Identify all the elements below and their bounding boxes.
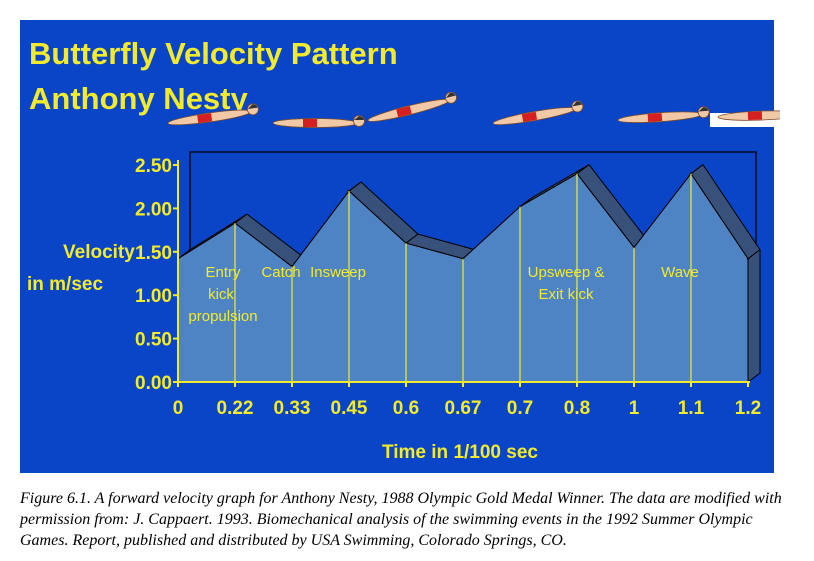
phase-label: Entry bbox=[205, 264, 241, 281]
x-tick-label: 0.6 bbox=[393, 398, 419, 419]
x-tick-label: 0.67 bbox=[445, 398, 482, 419]
swimmer-figure bbox=[492, 100, 584, 125]
phase-drop-lines bbox=[234, 173, 692, 382]
y-tick-label: 0.00 bbox=[135, 373, 172, 394]
x-axis-ticks: 0 0.22 0.33 0.45 0.6 0.67 0.7 0.8 1 1.1 1.2 bbox=[173, 382, 761, 419]
phase-label: propulsion bbox=[188, 308, 257, 325]
x-tick-label: 0.33 bbox=[274, 398, 311, 419]
phase-label: Wave bbox=[661, 264, 699, 281]
x-axis-label: Time in 1/100 sec bbox=[382, 442, 538, 463]
swimmer-sequence-illustration bbox=[167, 91, 780, 128]
phase-label: Catch bbox=[261, 264, 300, 281]
y-tick-label: 0.50 bbox=[135, 330, 172, 351]
x-tick-label: 1.2 bbox=[735, 398, 761, 419]
data-point bbox=[746, 257, 750, 260]
phase-label: Exit kick bbox=[538, 286, 594, 303]
figure-caption: Figure 6.1. A forward velocity graph for… bbox=[20, 490, 782, 549]
phase-label: Upsweep & bbox=[528, 264, 605, 281]
swimmer-figure bbox=[272, 115, 365, 128]
swimmer-figure bbox=[367, 91, 457, 122]
x-tick-label: 0.22 bbox=[217, 398, 254, 419]
x-tick-label: 0 bbox=[173, 398, 184, 419]
panel-right-margin bbox=[774, 20, 780, 473]
x-tick-label: 0.8 bbox=[564, 398, 590, 419]
swimmer-figure bbox=[617, 106, 710, 123]
swimmer-figure bbox=[167, 103, 259, 126]
x-tick-label: 1 bbox=[629, 398, 640, 419]
y-axis-ticks: 0.00 0.50 1.00 1.50 2.00 2.50 bbox=[135, 156, 178, 394]
chart-title-line-1: Butterfly Velocity Pattern bbox=[29, 36, 398, 71]
x-tick-label: 0.45 bbox=[331, 398, 368, 419]
swimmer-figure bbox=[717, 110, 780, 121]
phase-label: Insweep bbox=[310, 264, 366, 281]
x-tick-label: 1.1 bbox=[678, 398, 705, 419]
velocity-chart: Butterfly Velocity Pattern Anthony Nesty… bbox=[27, 36, 780, 463]
x-tick-label: 0.7 bbox=[507, 398, 533, 419]
depth-end-face bbox=[747, 248, 761, 383]
phase-labels: Entry kick propulsion Catch Insweep Upsweep &… bbox=[188, 264, 699, 325]
chart-title-line-2: Anthony Nesty bbox=[29, 81, 249, 116]
y-tick-label: 1.00 bbox=[135, 286, 172, 307]
y-axis-label-line-2: in m/sec bbox=[27, 274, 103, 295]
y-axis-label-line-1: Velocity bbox=[63, 242, 135, 263]
phase-label: kick bbox=[208, 286, 234, 303]
y-tick-label: 1.50 bbox=[135, 243, 172, 264]
y-tick-label: 2.00 bbox=[135, 199, 172, 220]
y-tick-label: 2.50 bbox=[135, 156, 172, 177]
